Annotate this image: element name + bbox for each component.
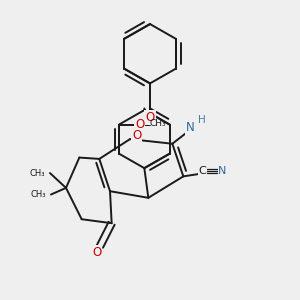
Text: H: H <box>199 115 206 125</box>
Text: O: O <box>135 118 145 131</box>
Text: N: N <box>186 121 195 134</box>
Text: O: O <box>92 246 101 259</box>
Text: CH₃: CH₃ <box>31 190 46 199</box>
Text: O: O <box>146 111 154 124</box>
Text: O: O <box>132 129 141 142</box>
Text: CH₃: CH₃ <box>150 119 166 128</box>
Text: N: N <box>218 166 226 176</box>
Text: CH₃: CH₃ <box>29 169 45 178</box>
Text: C: C <box>199 166 206 176</box>
